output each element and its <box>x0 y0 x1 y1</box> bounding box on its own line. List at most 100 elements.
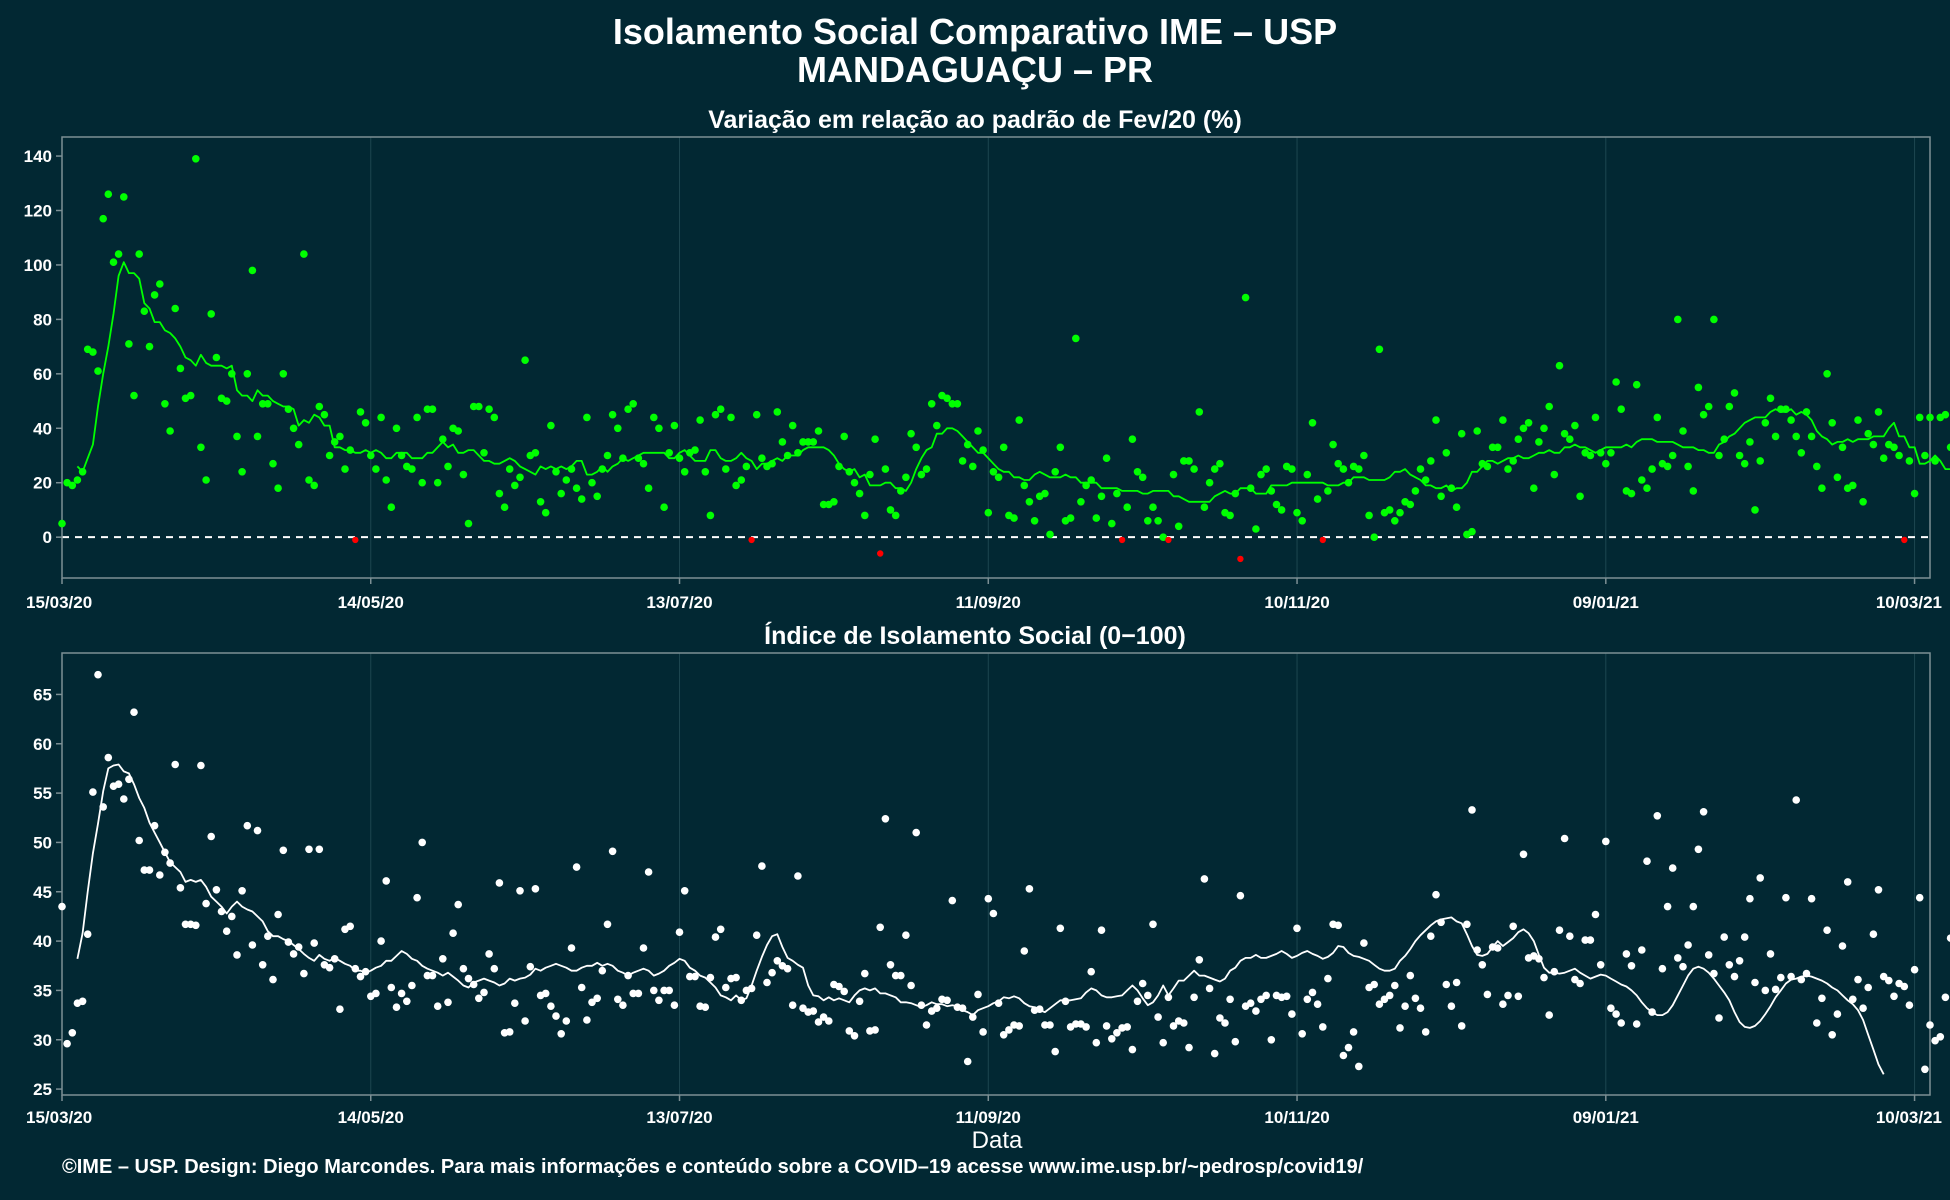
data-point <box>1015 416 1023 424</box>
data-point <box>212 353 221 362</box>
y-tick-label: 35 <box>33 981 52 1000</box>
data-point <box>1885 976 1893 985</box>
data-point <box>505 1028 514 1036</box>
x-tick-label: 14/05/20 <box>338 593 404 612</box>
data-point <box>192 155 200 163</box>
data-point <box>722 983 730 992</box>
data-point <box>1833 1010 1842 1018</box>
x-tick-label: 10/11/20 <box>1264 593 1329 612</box>
data-point <box>392 424 401 433</box>
data-point <box>593 994 601 1003</box>
data-point <box>480 449 488 457</box>
data-point <box>269 459 277 468</box>
figure-subtitle: MANDAGUAÇU – PR <box>796 49 1153 90</box>
data-point <box>1493 944 1502 952</box>
data-point <box>361 419 370 427</box>
data-point <box>974 990 982 999</box>
data-point <box>186 391 195 400</box>
data-point <box>475 994 483 1003</box>
data-point <box>737 476 746 484</box>
data-point <box>233 951 241 959</box>
data-point <box>1730 389 1739 397</box>
data-point <box>1653 812 1662 820</box>
data-point <box>1807 894 1816 903</box>
data-point <box>1349 1028 1358 1036</box>
data-point <box>948 896 957 905</box>
data-point <box>418 838 427 847</box>
data-point <box>1740 933 1749 941</box>
data-point <box>608 410 617 419</box>
data-point <box>83 930 92 938</box>
data-point <box>1056 443 1065 452</box>
data-point <box>614 424 622 433</box>
data-point <box>418 478 427 487</box>
data-point <box>1169 1022 1178 1030</box>
data-point <box>1540 424 1548 433</box>
data-point <box>1355 465 1363 473</box>
x-tick-label: 10/03/21 <box>1876 593 1942 612</box>
data-point <box>1015 1022 1023 1030</box>
data-point <box>1483 990 1492 999</box>
data-point <box>639 459 648 468</box>
data-point <box>1082 1023 1090 1031</box>
y-tick-label: 55 <box>33 784 52 803</box>
data-point <box>1123 503 1131 512</box>
y-tick-label: 20 <box>33 474 52 493</box>
data-point <box>1164 993 1173 1002</box>
data-point <box>1180 1019 1188 1027</box>
data-point <box>1313 1000 1322 1008</box>
data-point <box>665 986 673 995</box>
data-point <box>300 969 308 978</box>
data-point <box>140 866 149 874</box>
data-point <box>1118 536 1126 544</box>
data-point <box>1303 995 1312 1004</box>
data-point <box>1277 506 1286 514</box>
data-point <box>449 929 457 937</box>
data-point <box>871 435 879 444</box>
data-point <box>274 910 282 919</box>
data-point <box>644 484 653 493</box>
data-point <box>1391 981 1399 990</box>
data-point <box>356 408 365 416</box>
data-point <box>1612 378 1620 386</box>
data-point <box>562 1017 571 1025</box>
data-point <box>943 394 951 403</box>
y-tick-label: 40 <box>33 932 52 951</box>
data-point <box>1396 1024 1404 1032</box>
data-point <box>1627 489 1636 498</box>
data-point <box>346 922 355 931</box>
data-point <box>1432 416 1440 424</box>
data-point <box>1262 991 1270 1000</box>
data-point <box>1627 962 1636 970</box>
data-point <box>120 795 128 803</box>
data-point <box>89 788 97 796</box>
data-point <box>1674 315 1682 324</box>
data-point <box>577 983 586 992</box>
data-point <box>984 894 993 903</box>
data-point <box>202 476 210 484</box>
y-tick-label: 80 <box>33 310 52 329</box>
data-point <box>1319 536 1327 544</box>
data-point <box>1663 462 1672 471</box>
data-point <box>1617 405 1625 414</box>
data-point <box>1360 451 1368 460</box>
data-point <box>1324 974 1332 983</box>
data-point <box>89 348 97 356</box>
data-point <box>161 400 169 408</box>
data-point <box>912 828 920 837</box>
data-point <box>1879 454 1888 463</box>
data-point <box>495 489 504 498</box>
data-point <box>1288 465 1296 473</box>
data-point <box>1720 933 1728 941</box>
data-point <box>907 429 915 438</box>
x-tick-label: 09/01/21 <box>1573 1108 1639 1127</box>
data-point <box>490 413 499 422</box>
data-point <box>583 1016 591 1024</box>
data-point <box>603 451 612 460</box>
data-point <box>1113 1029 1121 1037</box>
data-point <box>114 780 123 788</box>
data-point <box>711 933 720 941</box>
data-point <box>1941 410 1950 419</box>
data-point <box>1869 440 1878 449</box>
data-point <box>1622 950 1631 958</box>
